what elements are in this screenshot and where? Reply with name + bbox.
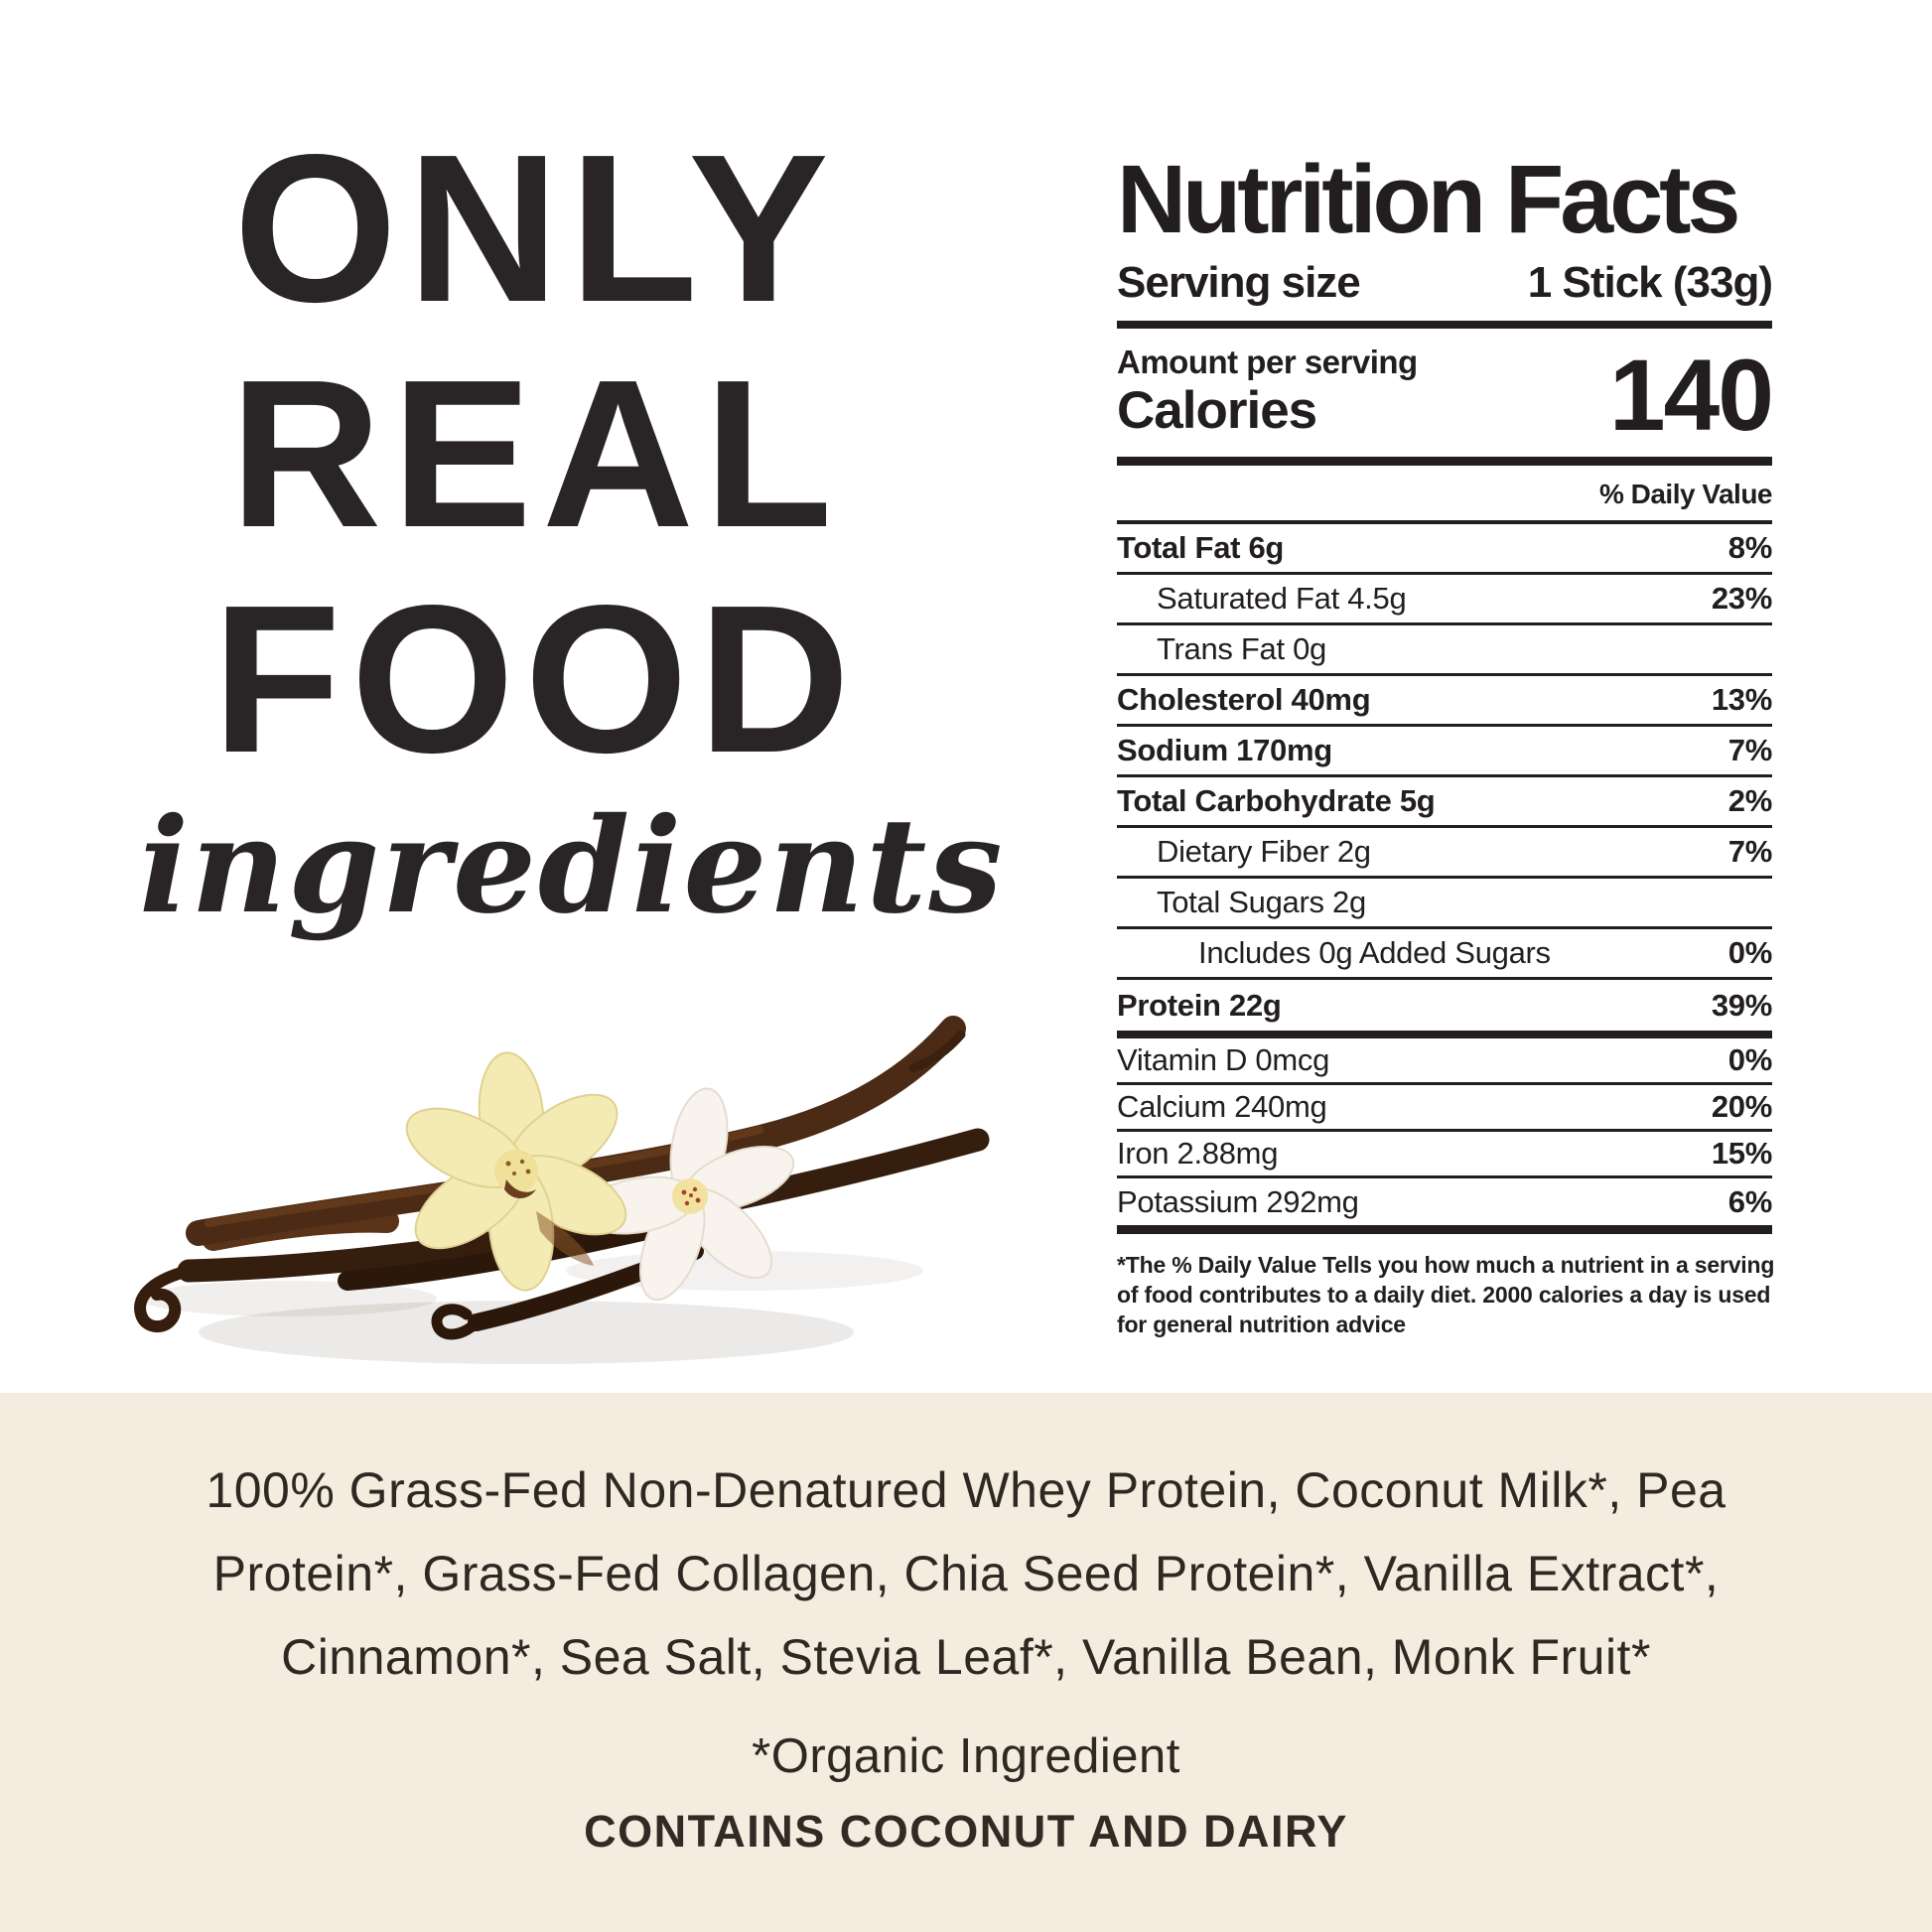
divider-bar — [1117, 1031, 1772, 1038]
calories-label: Calories — [1117, 381, 1317, 440]
vanilla-beans-flowers-illustration — [134, 1016, 990, 1364]
calories-block: Amount per serving Calories 140 — [1117, 339, 1774, 452]
ingredients-line: Cinnamon*, Sea Salt, Stevia Leaf*, Vanil… — [281, 1629, 1651, 1685]
nutrition-row: Protein 22g 39% — [1117, 987, 1772, 1023]
nutrition-facts-panel: Nutrition Facts Serving size 1 Stick (33… — [1117, 145, 1775, 1339]
nutrition-row: Potassium 292mg 6% — [1117, 1183, 1772, 1219]
nutrition-row: Includes 0g Added Sugars 0% — [1117, 929, 1772, 980]
divider-bar — [1117, 1225, 1772, 1234]
allergen-statement: CONTAINS COCONUT AND DAIRY — [584, 1806, 1348, 1857]
ingredients-line: 100% Grass-Fed Non-Denatured Whey Protei… — [206, 1462, 1726, 1518]
nutrition-row: Vitamin D 0mcg 0% — [1117, 1038, 1772, 1085]
headline-line-2: REAL — [229, 336, 843, 571]
amount-per-serving-label: Amount per serving — [1117, 344, 1418, 380]
serving-size-row: Serving size 1 Stick (33g) — [1117, 258, 1773, 308]
serving-size-value: 1 Stick (33g) — [1527, 258, 1773, 307]
nutrition-row: Dietary Fiber 2g 7% — [1117, 828, 1772, 879]
vanilla-photo — [50, 973, 1003, 1390]
divider-bar — [1117, 321, 1772, 329]
serving-size-label: Serving size — [1117, 258, 1361, 307]
organic-ingredient-note: *Organic Ingredient — [752, 1729, 1180, 1783]
ingredients-list: 100% Grass-Fed Non-Denatured Whey Protei… — [0, 1393, 1932, 1699]
nutrition-row: Iron 2.88mg 15% — [1117, 1132, 1772, 1178]
ingredients-footer: 100% Grass-Fed Non-Denatured Whey Protei… — [0, 1393, 1932, 1932]
nutrition-row: Sodium 170mg 7% — [1117, 727, 1772, 777]
nutrition-row: Calcium 240mg 20% — [1117, 1085, 1772, 1132]
headline-script-word: ingredients — [139, 789, 1005, 943]
daily-value-header: % Daily Value — [1117, 466, 1773, 524]
nutrition-facts-title: Nutrition Facts — [1117, 145, 1740, 253]
headline: ONLY REAL FOOD — [139, 115, 933, 791]
calories-value: 140 — [1608, 339, 1774, 452]
ingredients-line: Protein*, Grass-Fed Collagen, Chia Seed … — [212, 1546, 1720, 1601]
headline-line-1: ONLY — [233, 110, 839, 345]
nutrition-row: Total Sugars 2g — [1117, 879, 1772, 929]
nutrition-row: Total Fat 6g 8% — [1117, 524, 1772, 575]
daily-value-footnote: *The % Daily Value Tells you how much a … — [1117, 1252, 1775, 1337]
nutrition-row: Trans Fat 0g — [1117, 625, 1772, 676]
nutrition-row: Total Carbohydrate 5g 2% — [1117, 777, 1772, 828]
divider-bar — [1117, 457, 1772, 466]
headline-line-3: FOOD — [211, 561, 861, 796]
nutrition-row: Cholesterol 40mg 13% — [1117, 676, 1772, 727]
nutrition-row: Saturated Fat 4.5g 23% — [1117, 575, 1772, 625]
